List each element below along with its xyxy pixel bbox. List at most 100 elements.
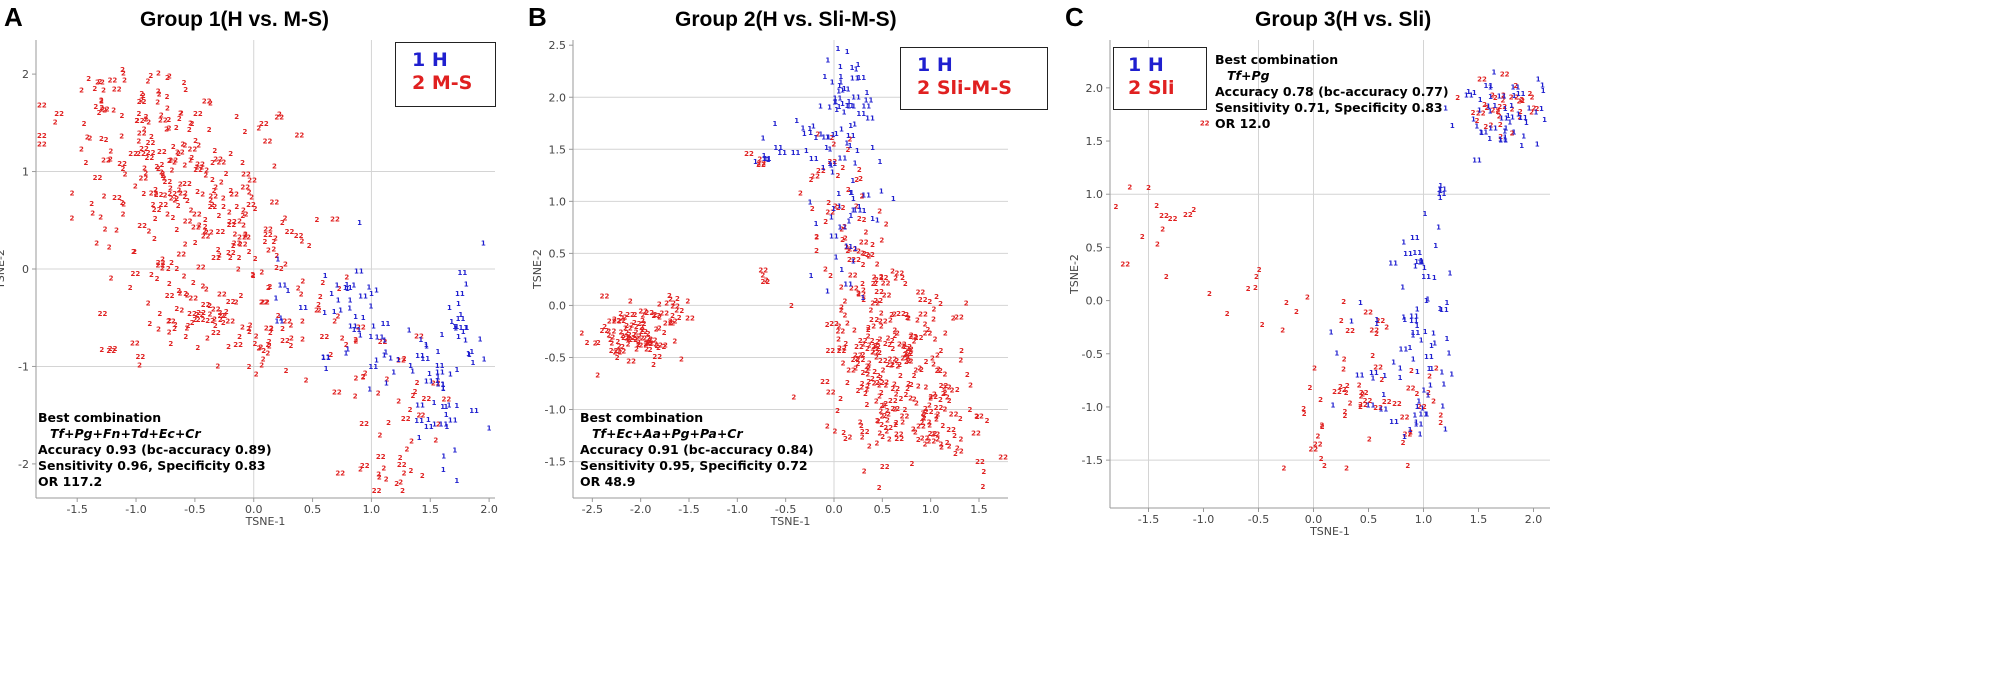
data-point-2: 2	[1280, 326, 1285, 334]
data-point-2: 2	[165, 211, 170, 219]
data-point-2: 2	[149, 133, 154, 141]
data-point-2: 22	[372, 487, 382, 495]
data-point-1: 1	[1466, 88, 1471, 96]
data-point-1: 1	[1420, 405, 1425, 413]
data-point-2: 2	[925, 326, 930, 334]
data-point-1: 11	[791, 149, 801, 157]
data-point-2: 2	[174, 195, 179, 203]
data-point-2: 2	[965, 371, 970, 379]
data-point-2: 2	[1341, 298, 1346, 306]
data-point-1: 1	[1527, 104, 1532, 112]
data-point-2: 2	[893, 421, 898, 429]
data-point-1: 1	[1443, 426, 1448, 434]
data-point-1: 1	[436, 348, 441, 356]
data-point-1: 1	[367, 385, 372, 393]
data-point-2: 2	[895, 330, 900, 338]
data-point-2: 2	[646, 330, 651, 338]
data-point-1: 11	[827, 160, 837, 168]
data-point-2: 2	[317, 306, 322, 314]
data-point-1: 1	[1512, 129, 1517, 137]
data-point-2: 2	[247, 189, 252, 197]
data-point-2: 2	[79, 145, 84, 153]
data-point-2: 2	[886, 335, 891, 343]
data-point-2: 2	[176, 287, 181, 295]
x-tick-label: 2.0	[1525, 513, 1543, 526]
data-point-2: 2	[892, 332, 897, 340]
data-point-2: 22	[193, 110, 203, 118]
data-point-2: 2	[906, 380, 911, 388]
data-point-2: 2	[147, 227, 152, 235]
data-point-2: 2	[894, 391, 899, 399]
data-point-2: 2	[938, 396, 943, 404]
data-point-2: 2	[304, 376, 309, 384]
data-point-1: 11	[424, 377, 434, 385]
data-point-1: 1	[471, 359, 476, 367]
x-tick-label: -2.0	[630, 503, 651, 516]
data-point-1: 1	[825, 133, 830, 141]
data-point-1: 11	[1421, 273, 1431, 281]
data-point-2: 2	[912, 338, 917, 346]
data-point-1: 1	[834, 106, 839, 114]
data-point-2: 22	[201, 233, 211, 241]
data-point-1: 1	[1486, 102, 1491, 110]
data-point-2: 2	[879, 273, 884, 281]
data-point-2: 2	[1498, 133, 1503, 141]
data-point-2: 22	[626, 334, 636, 342]
data-point-1: 1	[838, 73, 843, 81]
data-point-2: 22	[241, 171, 251, 179]
data-point-2: 22	[1491, 107, 1501, 115]
data-point-2: 2	[945, 439, 950, 447]
data-point-2: 2	[228, 150, 233, 158]
data-point-2: 2	[868, 306, 873, 314]
data-point-1: 1	[1381, 391, 1386, 399]
data-point-1: 11	[1488, 124, 1498, 132]
data-point-2: 2	[814, 233, 819, 241]
data-point-2: 2	[283, 214, 288, 222]
data-point-1: 1	[481, 240, 486, 248]
data-point-1: 1	[1519, 142, 1524, 150]
data-point-1: 1	[275, 256, 280, 264]
data-point-2: 2	[247, 363, 252, 371]
data-point-2: 22	[914, 334, 924, 342]
data-point-2: 2	[318, 293, 323, 301]
data-point-1: 1	[1536, 75, 1541, 83]
data-point-2: 2	[856, 290, 861, 298]
data-point-2: 2	[924, 358, 929, 366]
data-point-2: 2	[876, 417, 881, 425]
data-point-2: 2	[102, 192, 107, 200]
data-point-1: 1	[367, 283, 372, 291]
data-point-2: 2	[874, 316, 879, 324]
data-point-2: 2	[137, 361, 142, 369]
data-point-1: 1	[454, 323, 459, 331]
data-point-2: 22	[890, 405, 900, 413]
data-point-2: 2	[337, 285, 342, 293]
data-point-2: 2	[953, 450, 958, 458]
data-point-2: 22	[202, 98, 212, 106]
data-point-2: 2	[871, 349, 876, 357]
data-point-1: 1	[1358, 299, 1363, 307]
data-point-2: 2	[147, 320, 152, 328]
data-point-2: 2	[968, 406, 973, 414]
data-point-1: 11	[861, 191, 871, 199]
data-point-2: 2	[216, 212, 221, 220]
data-point-1: 1	[1402, 316, 1407, 324]
data-point-2: 2	[146, 119, 151, 127]
data-point-2: 22	[865, 251, 875, 259]
data-point-2: 2	[192, 316, 197, 324]
data-point-2: 22	[954, 314, 964, 322]
data-point-1: 1	[345, 285, 350, 293]
data-point-2: 2	[985, 417, 990, 425]
data-point-2: 2	[626, 341, 631, 349]
data-point-2: 2	[1374, 330, 1379, 338]
data-point-1: 1	[439, 331, 444, 339]
data-point-1: 1	[891, 195, 896, 203]
data-point-2: 2	[241, 221, 246, 229]
data-point-1: 1	[361, 314, 366, 322]
data-point-2: 2	[618, 329, 623, 337]
data-point-2: 22	[149, 189, 159, 197]
data-point-2: 2	[160, 265, 165, 273]
data-point-2: 2	[182, 272, 187, 280]
data-point-1: 1	[861, 294, 866, 302]
data-point-2: 2	[416, 411, 421, 419]
data-point-2: 22	[609, 347, 619, 355]
